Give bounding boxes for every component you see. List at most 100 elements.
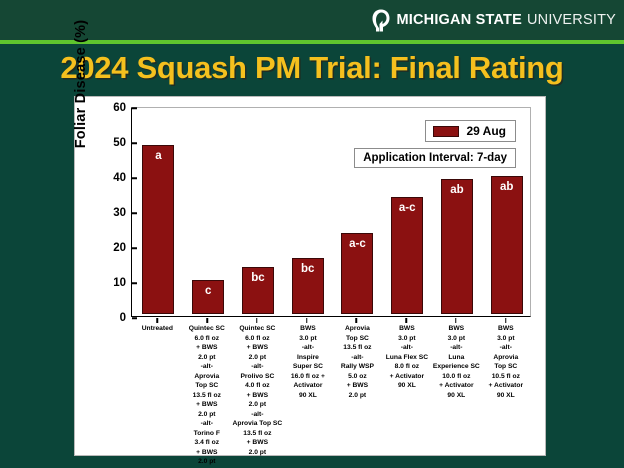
x-tick-cell [332,318,382,323]
x-axis-label-line: + BWS [246,391,269,399]
x-axis-label-line: Aprovia [194,372,220,380]
bar[interactable]: bc [291,257,324,315]
bar-series: a c bc bc a-c a-c ab ab [134,106,532,315]
green-accent-line [0,40,624,44]
x-axis-label-line: -alt- [200,363,213,371]
x-axis-label-line: Quintec SC [239,325,276,332]
x-axis-label-line: Quintec SC [188,325,225,332]
x-axis-category-label: Quintec SC 6.0 fl oz + BWS 2.0 pt -alt- Aprov… [182,324,231,467]
y-tick-mark [132,282,137,284]
y-tick-label: 30 [113,207,126,219]
x-tick-cell [282,318,332,323]
bar-significance-letter: bc [251,271,265,284]
chart-panel: Foliar Disease (%) 0 10 20 30 40 50 60 a c bc bc a… [73,20,546,465]
x-axis-label-line: Experience SC [432,363,480,371]
x-tick-mark [355,318,358,323]
x-axis-label-line: + Activator [439,382,474,390]
bar-slot: a [134,106,184,315]
bar-slot: a-c [382,106,432,315]
bar[interactable]: bc [241,266,274,315]
y-tick-mark [132,317,137,319]
bar[interactable]: ab [490,175,523,315]
x-axis-label-line: + Activator [389,372,425,380]
x-axis-label-line: 3.4 fl oz [194,439,220,447]
x-axis-label-line: BWS [399,325,415,332]
x-axis-label-line: -alt- [251,410,264,418]
x-axis-label-line: 3.0 pt [398,334,416,342]
bar[interactable]: ab [440,179,473,315]
x-axis-label-line: 2.0 pt [198,353,216,361]
y-tick-label: 20 [113,242,126,254]
x-axis-label-line: 10.0 fl oz [442,372,471,380]
x-axis-label-line: 8.0 fl oz [394,363,420,371]
x-axis-label-line: Torino F [193,429,220,437]
bar[interactable]: c [192,279,225,315]
x-tick-mark [206,318,208,323]
x-tick-mark [405,318,407,323]
x-axis-label-line: 4.0 fl oz [245,382,270,390]
msu-brand-bold: MICHIGAN STATE [396,12,522,29]
x-tick-cell [133,318,183,323]
page-title: 2024 Squash PM Trial: Final Rating [60,50,564,85]
bar-significance-letter: ab [500,180,514,193]
x-axis-label-line: 3.0 pt [447,334,466,342]
x-axis-label-line: 13.5 fl oz [243,429,272,437]
x-axis-label-line: -alt- [200,420,213,428]
bar-significance-letter: a-c [349,237,366,250]
bar-slot: ab [482,106,532,315]
x-axis-label-line: BWS [448,325,465,332]
x-axis-category-label: BWS 3.0 pt -alt- Inspire Super SC 16.0 fl oz … [283,324,332,467]
x-axis-label-line: -alt- [450,344,463,352]
plot-wrapper: 0 10 20 30 40 50 60 a c bc bc a-c a-c ab ab 29 Aug Ap… [113,102,532,324]
bar[interactable]: a [142,144,175,315]
x-axis-category-label: BWS 3.0 pt -alt- Luna Flex SC 8.0 fl oz + Act… [382,324,431,467]
msu-logo: MICHIGAN STATE UNIVERSITY [371,9,616,32]
x-axis-label-line: Aprovia Top SC [232,420,283,428]
msu-brand-light: UNIVERSITY [526,12,616,29]
bar-significance-letter: a-c [398,202,416,215]
x-axis-category-label: Untreated [133,324,182,467]
bar-slot: a-c [333,106,383,315]
accent-underline-spacer [0,44,624,47]
x-axis-label-line: Top SC [195,382,219,390]
y-axis-label: Foliar Disease (%) [73,19,89,149]
x-axis-label-line: -alt- [400,344,413,352]
x-axis-label-line: Aprovia [493,353,519,361]
y-tick-label: 60 [113,102,126,114]
legend-swatch [433,125,460,137]
x-axis-label-line: + BWS [246,439,269,447]
x-axis-label-line: 90 XL [447,391,466,399]
y-tick-label: 0 [119,312,126,324]
x-tick-mark [305,318,308,323]
x-axis-label-line: Super SC [292,363,323,371]
bar-significance-letter: ab [450,184,464,197]
x-axis-label-line: 90 XL [299,391,317,399]
bar-slot: c [183,106,233,315]
x-tick-cell [431,318,481,323]
x-axis-label-line: 6.0 fl oz [245,334,270,342]
x-axis-category-label: Aprovia Top SC 13.5 fl oz -alt- Rally WSP 5.0… [333,324,382,467]
x-axis-category-label: Quintec SC 6.0 fl oz + BWS 2.0 pt -alt- Proli… [232,324,284,467]
x-axis-label-line: -alt- [251,363,264,371]
y-tick-mark [132,247,137,249]
x-axis-label-line: -alt- [499,344,512,352]
y-tick-mark [132,142,137,144]
bar[interactable]: a-c [391,197,424,315]
x-axis-label-line: Luna Flex SC [385,353,429,361]
x-axis-label-line: + BWS [196,401,218,409]
x-axis-label-line: Untreated [141,325,173,332]
x-axis-label-line: + BWS [246,344,269,352]
bar-significance-letter: bc [301,262,315,275]
legend-series-label: 29 Aug [466,124,506,138]
x-tick-mark [504,318,507,323]
x-axis-label-line: Activator [293,382,323,390]
legend-series: 29 Aug [425,120,516,142]
x-axis-ticks [133,318,531,323]
x-axis-label-line: Top SC [494,363,518,371]
x-axis-label-line: 2.0 pt [248,448,267,456]
x-tick-cell [232,318,282,323]
x-axis-label-line: BWS [498,325,514,332]
x-axis-label-line: -alt- [301,344,315,352]
bar[interactable]: a-c [341,232,374,315]
x-axis-label-line: 16.0 fl oz + [290,372,325,380]
